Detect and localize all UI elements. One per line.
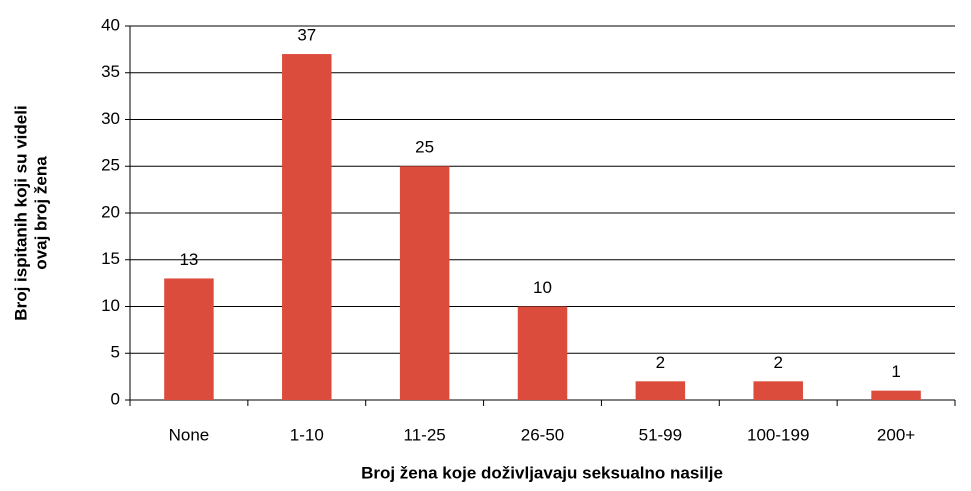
y-tick-label: 40 bbox=[101, 15, 120, 34]
y-tick-label: 15 bbox=[101, 249, 120, 268]
x-tick-label: 26-50 bbox=[521, 425, 564, 444]
data-label: 1 bbox=[891, 362, 900, 381]
x-tick-label: 1-10 bbox=[290, 425, 324, 444]
bar bbox=[753, 381, 803, 400]
bar bbox=[282, 54, 332, 401]
bar bbox=[871, 390, 921, 400]
y-tick-label: 5 bbox=[111, 343, 120, 362]
x-tick-label: 11-25 bbox=[404, 425, 446, 444]
x-tick-label: 100-199 bbox=[747, 425, 809, 444]
y-tick-label: 25 bbox=[101, 156, 120, 175]
y-tick-label: 0 bbox=[111, 389, 120, 408]
data-label: 2 bbox=[773, 353, 782, 372]
bar bbox=[164, 278, 214, 400]
y-axis-label: Broj ispitanih koji su videli bbox=[11, 105, 30, 320]
bar bbox=[635, 381, 686, 400]
bar bbox=[399, 166, 450, 400]
y-tick-label: 30 bbox=[101, 109, 120, 128]
data-label: 2 bbox=[656, 353, 665, 372]
x-tick-label: None bbox=[169, 425, 210, 444]
y-axis-label: ovaj broj žena bbox=[31, 156, 50, 270]
y-tick-label: 35 bbox=[101, 62, 120, 81]
bar bbox=[517, 306, 568, 400]
data-label: 37 bbox=[297, 26, 316, 45]
y-tick-label: 20 bbox=[101, 202, 120, 221]
x-axis-label: Broj žena koje doživljavaju seksualno na… bbox=[361, 463, 723, 482]
x-tick-label: 51-99 bbox=[639, 425, 682, 444]
data-label: 10 bbox=[533, 278, 552, 297]
data-label: 25 bbox=[415, 138, 434, 157]
y-tick-label: 10 bbox=[101, 296, 120, 315]
x-tick-label: 200+ bbox=[877, 425, 915, 444]
data-label: 13 bbox=[179, 250, 198, 269]
